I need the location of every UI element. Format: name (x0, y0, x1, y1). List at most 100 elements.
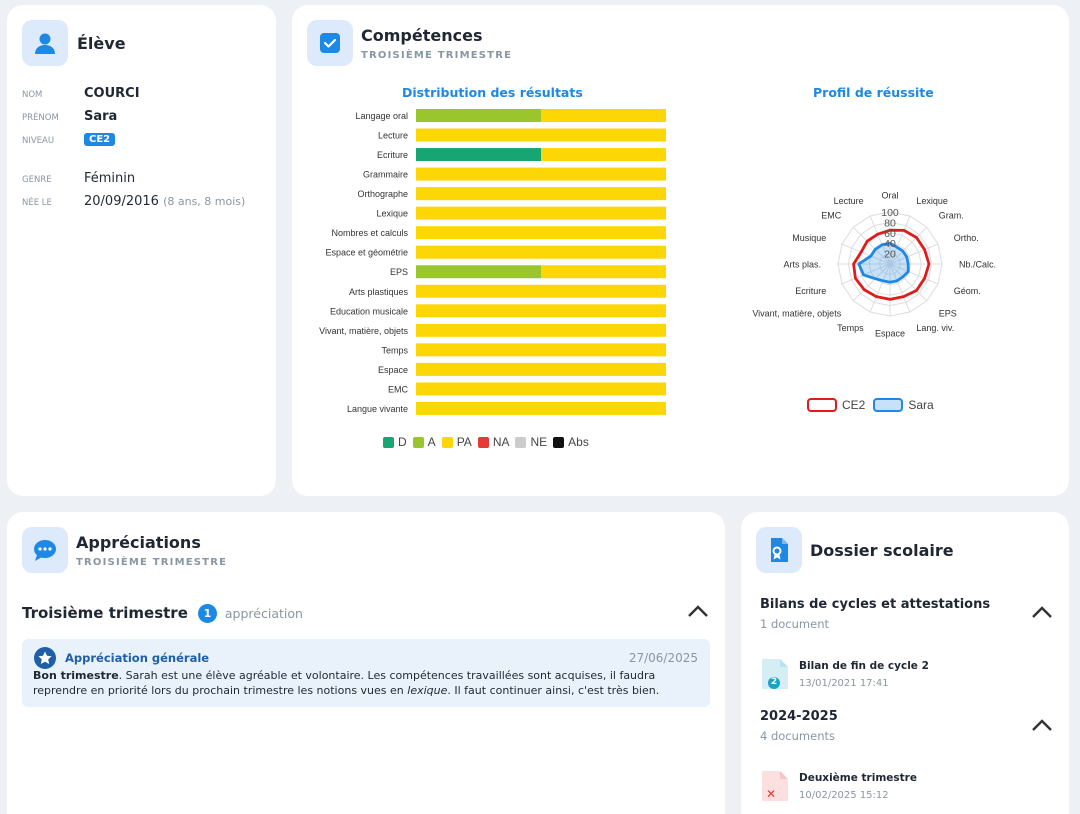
field-label-prenom: PRÉNOM (22, 113, 59, 123)
doc-date-bilan: 13/01/2021 17:41 (799, 678, 889, 689)
radar-axis-label: Temps (837, 323, 864, 333)
bar-chart-legend: D A PA NA NE Abs (383, 435, 595, 449)
bar-segment (416, 401, 666, 415)
radar-axis-label: Lexique (916, 196, 948, 206)
bar-segment (416, 226, 666, 240)
legend-label: NE (530, 435, 548, 449)
bar-category-label: Vivant, matière, objets (319, 326, 408, 336)
radar-tick-label: 60 (884, 228, 896, 240)
legend-swatch (477, 436, 489, 448)
field-label-niveau: NIVEAU (22, 136, 55, 146)
radar-grid-spoke (852, 226, 891, 265)
bar-segment (416, 382, 666, 396)
bar-category-label: Espace et géométrie (325, 248, 408, 258)
bar-category-label: Langue vivante (347, 404, 408, 414)
field-value-genre: Féminin (84, 171, 136, 186)
bar-segment (416, 187, 666, 201)
section-title-year[interactable]: 2024-2025 (760, 709, 838, 724)
radar-series-Sara (857, 241, 910, 284)
bar-segment (541, 109, 666, 122)
radar-grid-spoke (869, 215, 891, 265)
legend-swatch (441, 436, 453, 448)
radar-axis-label: EMC (821, 211, 842, 221)
radar-axis-label: Espace (875, 329, 905, 339)
appreciation-text-2: . Il faut continuer ainsi, c'est très bi… (447, 683, 660, 697)
bar-segment (416, 148, 541, 162)
legend-swatch (515, 436, 527, 448)
certificate-icon (756, 527, 802, 573)
bar-category-label: Lecture (378, 131, 408, 141)
bar-segment (416, 109, 541, 122)
birth-age: (8 ans, 8 mois) (163, 195, 246, 208)
doc-name-bilan[interactable]: Bilan de fin de cycle 2 (799, 660, 929, 672)
doc-badge: 2 (770, 677, 778, 687)
field-value-nom: COURCI (84, 86, 140, 101)
doc-badge-error: ✕ (766, 787, 777, 801)
doc-name-trimestre[interactable]: Deuxième trimestre (799, 772, 917, 784)
eleve-title: Élève (77, 34, 126, 53)
field-value-naissance: 20/09/2016 (8 ans, 8 mois) (84, 194, 245, 209)
appreciation-item-text: Bon trimestre. Sarah est une élève agréa… (33, 669, 703, 698)
radar-grid-spoke (889, 263, 928, 302)
radar-axis-label: Arts plas. (783, 260, 821, 270)
bar-segment (541, 265, 666, 279)
section-title-bilans[interactable]: Bilans de cycles et attestations (760, 597, 991, 612)
radar-tick-label: 40 (884, 238, 896, 250)
competences-subtitle: TROISIÈME TRIMESTRE (361, 50, 513, 61)
birth-date: 20/09/2016 (84, 194, 159, 209)
appreciation-section-header[interactable]: Troisième trimestre 1 appréciation (22, 601, 712, 625)
legend-swatch (383, 436, 394, 448)
bar-segment (416, 362, 666, 376)
bar-category-label: Orthographe (357, 189, 408, 199)
radar-axis-label: Vivant, matière, objets (752, 308, 841, 318)
chevron-up-icon[interactable] (687, 604, 709, 618)
bar-segment (416, 304, 666, 318)
bar-chart-title: Distribution des résultats (402, 85, 583, 100)
radar-axis-label: Nb./Calc. (959, 260, 996, 270)
dossier-card: Dossier scolaire Bilans de cycles et att… (741, 512, 1069, 814)
radar-grid-spoke (852, 263, 891, 302)
chevron-up-icon[interactable] (1031, 718, 1053, 732)
bar-segment (416, 284, 666, 298)
appreciation-item-title: Appréciation générale (65, 651, 210, 665)
section-subtitle-year: 4 documents (760, 729, 835, 743)
eleve-card: Élève NOM COURCI PRÉNOM Sara NIVEAU CE2 … (7, 5, 276, 496)
bar-segment (416, 128, 666, 142)
dossier-title: Dossier scolaire (810, 541, 954, 560)
bar-category-label: Temps (381, 345, 408, 355)
star-icon (34, 647, 56, 669)
legend-swatch (873, 398, 904, 412)
competences-card: Compétences TROISIÈME TRIMESTRE Distribu… (292, 5, 1069, 496)
bar-chart: Langage oral Lecture Ecriture Grammaire Orth… (319, 109, 666, 415)
section-title: Troisième trimestre (22, 604, 188, 622)
chevron-up-icon[interactable] (1031, 605, 1053, 619)
appreciations-card: Appréciations TROISIÈME TRIMESTRE Troisi… (7, 512, 725, 814)
radar-grid-spoke (841, 243, 891, 265)
legend-label: A (427, 435, 436, 449)
radar-axis-label: Géom. (954, 286, 981, 296)
niveau-badge: CE2 (84, 133, 116, 146)
legend-label: Sara (908, 398, 934, 412)
competences-title: Compétences (361, 26, 483, 45)
count-badge: 1 (197, 603, 217, 623)
radar-axis-label: EPS (939, 308, 957, 318)
legend-label: D (398, 435, 407, 449)
document-icon (762, 659, 788, 689)
bar-category-label: Espace (378, 365, 408, 375)
radar-axis-label: Ortho. (954, 233, 979, 243)
bar-category-label: Langage oral (355, 111, 408, 121)
appreciation-item: Appréciation générale 27/06/2025 Bon tri… (22, 639, 710, 707)
legend-label: Abs (568, 435, 589, 449)
bar-category-label: Education musicale (330, 306, 408, 316)
legend-swatch (412, 436, 424, 448)
radar-axis-label: Lecture (834, 196, 864, 206)
bar-segment (541, 148, 666, 162)
bar-segment (416, 206, 666, 220)
bar-category-label: Grammaire (363, 170, 408, 180)
radar-series-CE2 (852, 228, 931, 301)
radar-grid-spoke (889, 215, 911, 265)
appreciation-bold: Bon trimestre (33, 669, 119, 682)
radar-tick-label: 20 (884, 249, 896, 261)
bar-segment (416, 245, 666, 259)
